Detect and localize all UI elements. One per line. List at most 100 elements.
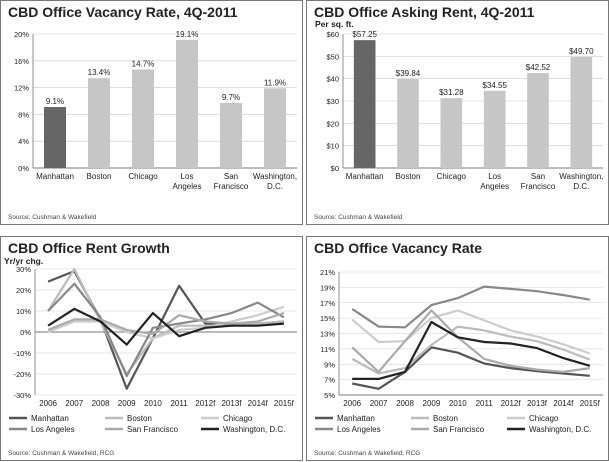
- x-tick-label: 2015f: [580, 399, 601, 408]
- series-line: [351, 309, 590, 373]
- y-tick-label: 9%: [324, 360, 335, 369]
- x-tick-label: 2007: [65, 399, 83, 408]
- series-line: [47, 282, 285, 378]
- series-line: [351, 285, 590, 329]
- x-tick-label: 2015f: [274, 399, 295, 408]
- vacancy-rate-line-title: CBD Office Vacancy Rate: [314, 240, 483, 256]
- y-tick-label: 5%: [324, 391, 335, 400]
- y-tick-label: -20%: [13, 370, 31, 379]
- y-tick-label: $50: [326, 52, 339, 61]
- asking-rent-bar-source: Source: Cushman & Wakefield: [314, 214, 403, 221]
- bar: [132, 69, 154, 168]
- y-tick-label: 8%: [18, 110, 29, 119]
- asking-rent-bar-panel: Per sq. ft. $0 $10 $20 $30 $40 $50 $60 $57.25 Man…: [306, 0, 609, 225]
- y-tick-label: 20%: [16, 286, 31, 295]
- x-tick-label: San: [224, 172, 238, 181]
- data-label: 13.4%: [88, 68, 111, 77]
- y-tick-label: 20%: [14, 30, 29, 39]
- y-tick-label: 30%: [16, 265, 31, 274]
- y-tick-label: $10: [326, 142, 339, 151]
- series-line: [352, 320, 591, 380]
- y-tick-label: 17%: [320, 299, 335, 308]
- rent-growth-line-chart: Yr/yr chg. -30% -20% -10% 0% 10% 20% 30% 2006 200…: [4, 256, 297, 434]
- legend-label: Manhattan: [337, 414, 375, 423]
- x-tick-label: 2014f: [553, 399, 574, 408]
- data-label: $34.55: [482, 81, 507, 90]
- y-tick-label: $20: [326, 119, 339, 128]
- x-tick-label: Angeles: [173, 182, 202, 191]
- data-label: 14.7%: [132, 60, 155, 69]
- y-tick-label: 16%: [14, 57, 29, 66]
- x-tick-label: 2010: [144, 399, 162, 408]
- x-tick-label: Manhattan: [346, 172, 384, 181]
- legend-label: Chicago: [223, 414, 253, 423]
- y-tick-label: 21%: [320, 268, 335, 277]
- vacancy-rate-line-panel: 5% 7% 9% 11% 13% 15% 17% 19% 21% 2006 2007 2008 2009…: [306, 236, 609, 461]
- y-tick-label: 0%: [18, 164, 29, 173]
- bar: [353, 40, 376, 169]
- x-tick-label: Chicago: [437, 172, 467, 181]
- y-tick-label: 19%: [320, 283, 335, 292]
- y-tick-label: -30%: [13, 391, 31, 400]
- legend-label: Los Angeles: [337, 425, 381, 434]
- rent-growth-line-source: Source: Cushman & Wakefield, RCG: [8, 450, 115, 457]
- legend-label: San Francisco: [433, 425, 485, 434]
- y-tick-label: 12%: [14, 84, 29, 93]
- bar: [483, 90, 506, 168]
- y-tick-label: $60: [326, 30, 339, 39]
- data-label: 19.1%: [176, 30, 199, 39]
- x-tick-label: 2013f: [221, 399, 242, 408]
- y-tick-label: 4%: [18, 137, 29, 146]
- x-tick-label: Los: [488, 172, 501, 181]
- x-tick-label: 2012f: [501, 399, 522, 408]
- data-label: $57.25: [352, 30, 377, 39]
- x-tick-label: Boston: [396, 172, 421, 181]
- legend-label: Washington, D.C.: [529, 425, 591, 434]
- data-label: 9.7%: [222, 93, 240, 102]
- legend-label: Los Angeles: [31, 425, 75, 434]
- data-label: $31.28: [439, 88, 464, 97]
- x-tick-label: 2006: [39, 399, 57, 408]
- x-tick-label: Manhattan: [36, 172, 74, 181]
- bar: [264, 88, 286, 168]
- vacancy-rate-bar-panel: 0% 4% 8% 12% 16% 20% 9.1% Manhattan 13.4% Boston 1…: [0, 0, 303, 225]
- x-tick-label: Los: [181, 172, 194, 181]
- y-tick-label: 7%: [324, 376, 335, 385]
- y-tick-label: $40: [326, 75, 339, 84]
- series-line: [351, 346, 590, 390]
- y-tick-label: 15%: [320, 314, 335, 323]
- x-tick-label: 2008: [396, 399, 414, 408]
- vacancy-rate-bar-title: CBD Office Vacancy Rate, 4Q-2011: [8, 4, 238, 20]
- legend-label: Manhattan: [31, 414, 69, 423]
- asking-rent-bar-title: CBD Office Asking Rent, 4Q-2011: [314, 4, 535, 20]
- series-line: [47, 307, 284, 346]
- x-tick-label: 2009: [118, 399, 136, 408]
- series-line: [351, 325, 591, 375]
- x-tick-label: 2011: [170, 399, 188, 408]
- x-tick-label: San: [531, 172, 545, 181]
- x-tick-label: Francisco: [521, 182, 556, 191]
- y-tick-label: $0: [331, 164, 339, 173]
- legend-label: Chicago: [529, 414, 559, 423]
- bar: [570, 57, 593, 168]
- legend-label: Washington, D.C.: [223, 425, 285, 434]
- bar: [88, 78, 110, 168]
- x-tick-label: D.C.: [573, 182, 589, 191]
- y-tick-label: 13%: [320, 330, 335, 339]
- rent-growth-line-panel: Yr/yr chg. -30% -20% -10% 0% 10% 20% 30% 2006 200…: [0, 236, 303, 461]
- data-label: 9.1%: [46, 97, 64, 106]
- x-tick-label: 2013f: [527, 399, 548, 408]
- data-label: $42.52: [526, 63, 551, 72]
- y-tick-label: 11%: [321, 345, 336, 354]
- bar: [220, 103, 242, 168]
- rent-growth-line-title: CBD Office Rent Growth: [8, 240, 170, 256]
- y-tick-label: 10%: [16, 307, 31, 316]
- bar: [527, 73, 549, 168]
- bar: [176, 40, 198, 168]
- legend-label: Boston: [127, 414, 152, 423]
- asking-rent-bar-chart: Per sq. ft. $0 $10 $20 $30 $40 $50 $60 $57.25 Man…: [315, 19, 603, 191]
- x-tick-label: Washington,: [253, 172, 297, 181]
- x-tick-label: Angeles: [480, 182, 509, 191]
- data-label: $49.70: [569, 47, 594, 56]
- vacancy-rate-bar-chart: 0% 4% 8% 12% 16% 20% 9.1% Manhattan 13.4% Boston 1…: [14, 30, 297, 191]
